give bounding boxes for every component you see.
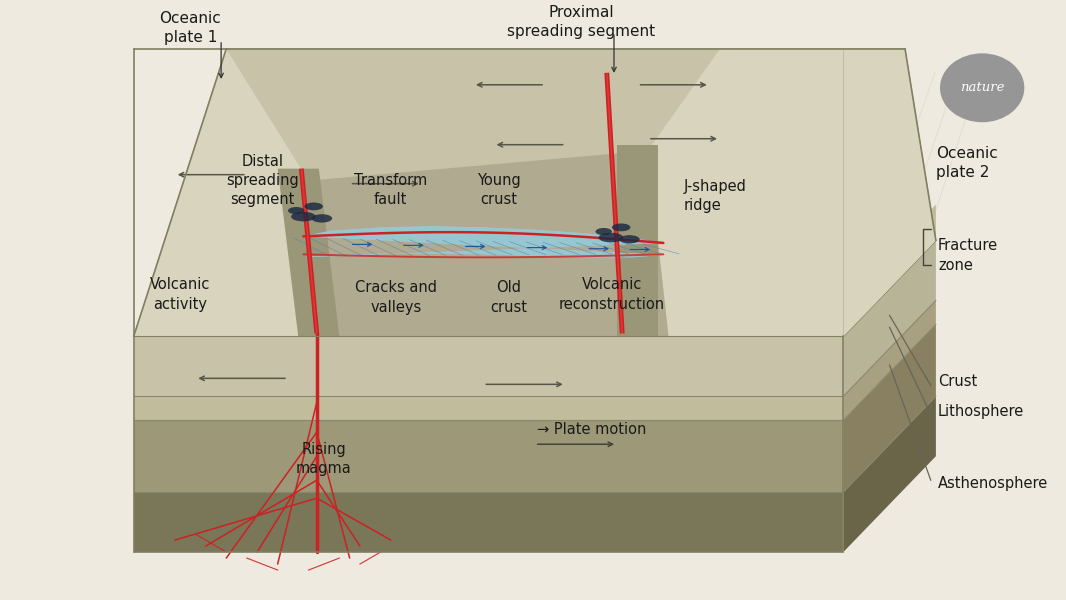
Polygon shape [843,325,936,492]
Ellipse shape [311,214,333,223]
Text: → Plate motion: → Plate motion [536,422,646,437]
Ellipse shape [288,207,305,214]
Text: Young
crust: Young crust [477,173,520,207]
Polygon shape [133,420,843,492]
Polygon shape [133,49,329,337]
Polygon shape [133,337,843,397]
Ellipse shape [612,223,630,231]
Polygon shape [843,49,936,337]
Text: Transform
fault: Transform fault [354,173,427,207]
Ellipse shape [940,53,1024,122]
Text: Old
crust: Old crust [490,280,528,314]
Text: J-shaped
ridge: J-shaped ridge [684,179,747,213]
Ellipse shape [619,235,640,244]
Polygon shape [617,145,658,337]
Polygon shape [133,397,843,420]
Text: Oceanic
plate 2: Oceanic plate 2 [936,146,998,180]
Text: Volcanic
activity: Volcanic activity [150,277,210,311]
Text: Distal
spreading
segment: Distal spreading segment [226,154,298,208]
Polygon shape [308,151,668,337]
Polygon shape [133,492,843,552]
Text: Rising
magma: Rising magma [296,442,352,476]
Polygon shape [648,49,936,337]
Ellipse shape [596,228,612,235]
Text: Cracks and
valleys: Cracks and valleys [355,280,437,314]
Polygon shape [843,397,936,552]
Ellipse shape [305,203,323,211]
Text: Volcanic
reconstruction: Volcanic reconstruction [559,277,665,311]
Text: Fracture
zone: Fracture zone [938,238,998,272]
Text: Proximal
spreading segment: Proximal spreading segment [507,5,656,39]
Text: Asthenosphere: Asthenosphere [938,476,1048,491]
Polygon shape [843,205,936,337]
Polygon shape [277,169,339,337]
Text: Oceanic
plate 1: Oceanic plate 1 [160,11,221,45]
Polygon shape [133,49,936,337]
Polygon shape [843,241,936,397]
Ellipse shape [598,233,624,242]
Text: Lithosphere: Lithosphere [938,404,1024,419]
Text: nature: nature [959,81,1004,94]
Text: Crust: Crust [938,374,978,389]
Polygon shape [304,226,663,257]
Polygon shape [304,226,663,257]
Polygon shape [843,301,936,420]
Ellipse shape [291,212,316,221]
